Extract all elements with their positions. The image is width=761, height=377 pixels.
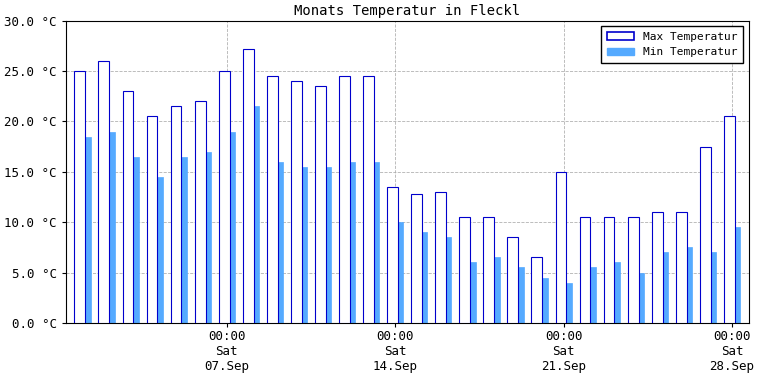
Bar xyxy=(465,262,476,323)
Bar xyxy=(195,101,205,323)
Bar xyxy=(489,257,499,323)
Bar xyxy=(170,106,181,323)
Bar xyxy=(272,162,283,323)
Bar xyxy=(628,217,638,323)
Bar xyxy=(267,76,278,323)
Bar xyxy=(681,247,692,323)
Bar xyxy=(556,172,566,323)
Bar xyxy=(508,237,518,323)
Bar xyxy=(128,157,139,323)
Bar xyxy=(339,76,350,323)
Bar xyxy=(152,177,163,323)
Bar xyxy=(724,116,734,323)
Bar xyxy=(658,252,668,323)
Bar xyxy=(651,212,663,323)
Bar xyxy=(633,273,644,323)
Bar xyxy=(315,86,326,323)
Bar xyxy=(363,76,374,323)
Bar xyxy=(291,81,302,323)
Legend: Max Temperatur, Min Temperatur: Max Temperatur, Min Temperatur xyxy=(601,26,743,63)
Bar xyxy=(104,132,115,323)
Bar xyxy=(200,152,211,323)
Bar xyxy=(537,277,548,323)
Bar xyxy=(460,217,470,323)
Bar xyxy=(729,227,740,323)
Bar xyxy=(580,217,591,323)
Title: Monats Temperatur in Fleckl: Monats Temperatur in Fleckl xyxy=(295,4,521,18)
Bar xyxy=(80,136,91,323)
Bar xyxy=(561,283,572,323)
Bar xyxy=(513,268,524,323)
Bar xyxy=(75,71,85,323)
Bar xyxy=(218,71,230,323)
Bar xyxy=(603,217,614,323)
Bar xyxy=(609,262,620,323)
Bar xyxy=(416,232,428,323)
Bar xyxy=(700,147,711,323)
Bar xyxy=(387,187,398,323)
Bar xyxy=(147,116,158,323)
Bar xyxy=(224,132,235,323)
Bar xyxy=(123,91,133,323)
Bar xyxy=(368,162,379,323)
Bar xyxy=(531,257,543,323)
Bar xyxy=(705,252,716,323)
Bar xyxy=(248,106,259,323)
Bar xyxy=(345,162,355,323)
Bar xyxy=(483,217,494,323)
Bar xyxy=(441,237,451,323)
Bar xyxy=(243,49,253,323)
Bar xyxy=(411,194,422,323)
Bar xyxy=(393,222,403,323)
Bar xyxy=(98,61,110,323)
Bar xyxy=(320,167,331,323)
Bar xyxy=(176,157,187,323)
Bar xyxy=(296,167,307,323)
Bar xyxy=(676,212,686,323)
Bar xyxy=(585,268,596,323)
Bar xyxy=(435,192,446,323)
